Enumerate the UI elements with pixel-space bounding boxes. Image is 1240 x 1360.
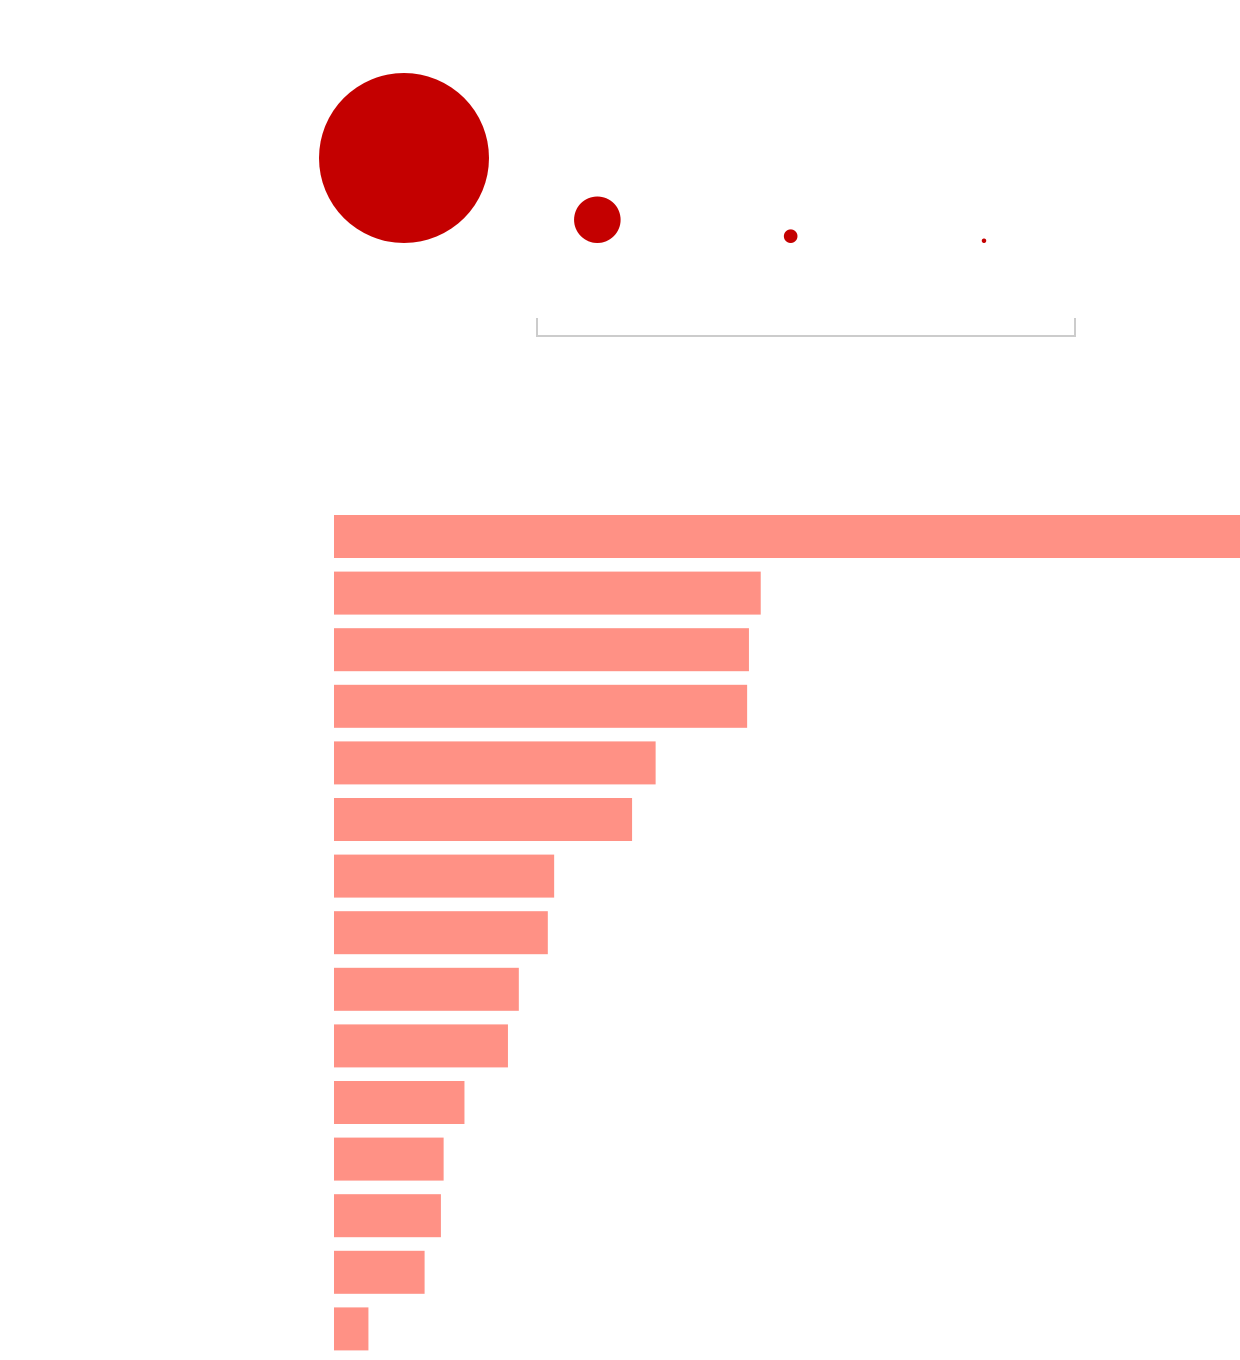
bar-8	[334, 911, 548, 955]
bubble-3	[783, 229, 798, 243]
bar-10	[334, 1024, 508, 1068]
bar-1	[334, 515, 1240, 558]
bar-13	[334, 1194, 441, 1238]
bracket-line	[536, 318, 1076, 337]
bar-12	[334, 1137, 444, 1181]
bar-11	[334, 1081, 465, 1124]
bubble-chart	[319, 73, 987, 243]
bar-6	[334, 798, 633, 841]
bar-chart	[334, 515, 1240, 1351]
bubble-1	[319, 73, 489, 243]
bar-14	[334, 1250, 425, 1294]
bar-9	[334, 967, 519, 1011]
bubble-4	[981, 238, 987, 243]
bubble-bracket	[536, 318, 1076, 337]
bar-15	[334, 1307, 369, 1351]
bar-2	[334, 571, 761, 615]
bar-3	[334, 628, 749, 672]
bar-4	[334, 684, 748, 728]
bubble-2	[574, 196, 621, 243]
bar-7	[334, 854, 555, 898]
bar-5	[334, 741, 656, 785]
